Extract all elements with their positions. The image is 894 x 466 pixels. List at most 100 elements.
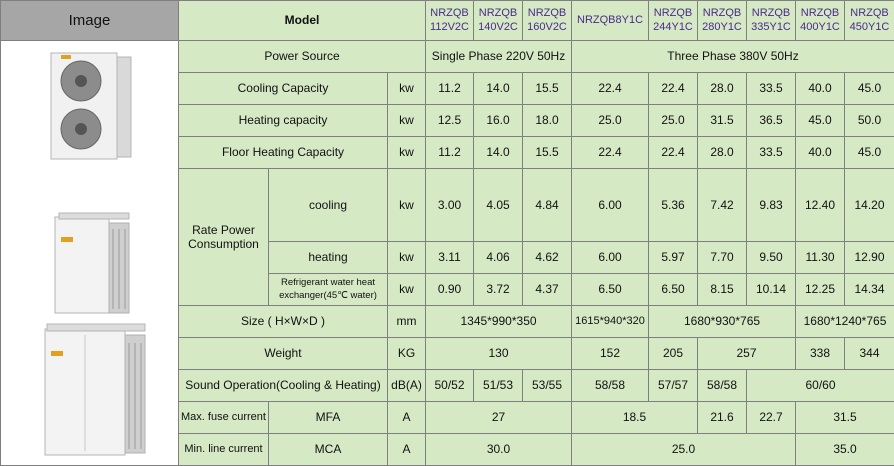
value-cell: 1680*930*765 bbox=[648, 305, 797, 338]
value-cell: 25.0 bbox=[571, 433, 797, 466]
line-label: Min. line current bbox=[178, 433, 269, 466]
value-cell: 5.97 bbox=[648, 241, 699, 274]
value-cell: 22.4 bbox=[648, 136, 699, 169]
value-cell: 4.06 bbox=[473, 241, 524, 274]
unit-cell: A bbox=[386, 401, 427, 434]
size-label: Size ( H×W×D ) bbox=[178, 305, 388, 338]
model-header: Model bbox=[177, 0, 427, 41]
product-images bbox=[0, 40, 179, 466]
image-header: Image bbox=[0, 0, 179, 41]
value-cell: 6.50 bbox=[648, 273, 699, 306]
value-cell: 28.0 bbox=[697, 72, 748, 105]
value-cell: 12.25 bbox=[795, 273, 846, 306]
value-cell: 130 bbox=[425, 337, 573, 370]
value-cell: 58/58 bbox=[571, 369, 650, 402]
value-cell: 45.0 bbox=[844, 72, 894, 105]
value-cell: 9.50 bbox=[746, 241, 797, 274]
value-cell: 152 bbox=[571, 337, 650, 370]
value-cell: 31.5 bbox=[795, 401, 894, 434]
value-cell: 257 bbox=[697, 337, 797, 370]
value-cell: 1615*940*320 bbox=[571, 305, 650, 338]
model-name: NRZQB 244Y1C bbox=[648, 0, 699, 41]
sound-label: Sound Operation(Cooling & Heating) bbox=[178, 369, 388, 402]
power-source-label: Power Source bbox=[177, 40, 427, 73]
value-cell: 1680*1240*765 bbox=[795, 305, 894, 338]
rate-cooling-label: cooling bbox=[268, 168, 388, 242]
value-cell: 4.84 bbox=[522, 168, 573, 242]
value-cell: 11.30 bbox=[795, 241, 846, 274]
value-cell: 27 bbox=[425, 401, 573, 434]
value-cell: 7.70 bbox=[697, 241, 748, 274]
value-cell: 57/57 bbox=[648, 369, 699, 402]
rate-heating-label: heating bbox=[268, 241, 388, 274]
value-cell: 12.5 bbox=[425, 104, 475, 137]
value-cell: 33.5 bbox=[746, 72, 797, 105]
unit-cell: dB(A) bbox=[386, 369, 427, 402]
value-cell: 9.83 bbox=[746, 168, 797, 242]
value-cell: 58/58 bbox=[697, 369, 748, 402]
fuse-label: Max. fuse current bbox=[178, 401, 269, 434]
model-name: NRZQB 160V2C bbox=[522, 0, 573, 41]
value-cell: 31.5 bbox=[697, 104, 748, 137]
unit-cell: kw bbox=[386, 273, 427, 306]
unit-cell: kw bbox=[386, 72, 427, 105]
value-cell: 0.90 bbox=[425, 273, 475, 306]
value-cell: 36.5 bbox=[746, 104, 797, 137]
value-cell: 3.11 bbox=[425, 241, 475, 274]
value-cell: 22.7 bbox=[746, 401, 797, 434]
outdoor-unit-small-image bbox=[50, 52, 132, 160]
cooling-capacity-label: Cooling Capacity bbox=[178, 72, 388, 105]
value-cell: 11.2 bbox=[425, 72, 475, 105]
value-cell: 14.0 bbox=[473, 72, 524, 105]
value-cell: 11.2 bbox=[425, 136, 475, 169]
unit-cell: KG bbox=[386, 337, 427, 370]
value-cell: 344 bbox=[844, 337, 894, 370]
value-cell: 22.4 bbox=[571, 72, 650, 105]
value-cell: 338 bbox=[795, 337, 846, 370]
value-cell: 14.34 bbox=[844, 273, 894, 306]
value-cell: 16.0 bbox=[473, 104, 524, 137]
unit-cell: kw bbox=[386, 104, 427, 137]
model-name: NRZQB 112V2C bbox=[425, 0, 475, 41]
value-cell: 33.5 bbox=[746, 136, 797, 169]
value-cell: 30.0 bbox=[425, 433, 573, 466]
value-cell: 1345*990*350 bbox=[425, 305, 573, 338]
outdoor-unit-large-image bbox=[44, 323, 146, 456]
value-cell: 18.0 bbox=[522, 104, 573, 137]
model-name: NRZQB 450Y1C bbox=[844, 0, 894, 41]
value-cell: 4.37 bbox=[522, 273, 573, 306]
value-cell: 205 bbox=[648, 337, 699, 370]
line-sub-label: MCA bbox=[268, 433, 388, 466]
value-cell: 25.0 bbox=[648, 104, 699, 137]
power-source-single: Single Phase 220V 50Hz bbox=[425, 40, 573, 73]
value-cell: 15.5 bbox=[522, 136, 573, 169]
value-cell: 6.50 bbox=[571, 273, 650, 306]
value-cell: 14.20 bbox=[844, 168, 894, 242]
value-cell: 4.62 bbox=[522, 241, 573, 274]
value-cell: 51/53 bbox=[473, 369, 524, 402]
weight-label: Weight bbox=[178, 337, 388, 370]
rate-refrigerant-label: Refrigerant water heat exchanger(45℃ wat… bbox=[268, 273, 388, 306]
model-name: NRZQB 280Y1C bbox=[697, 0, 748, 41]
value-cell: 60/60 bbox=[746, 369, 894, 402]
value-cell: 8.15 bbox=[697, 273, 748, 306]
value-cell: 21.6 bbox=[697, 401, 748, 434]
value-cell: 45.0 bbox=[795, 104, 846, 137]
value-cell: 50.0 bbox=[844, 104, 894, 137]
value-cell: 53/55 bbox=[522, 369, 573, 402]
power-source-three: Three Phase 380V 50Hz bbox=[571, 40, 894, 73]
value-cell: 35.0 bbox=[795, 433, 894, 466]
value-cell: 6.00 bbox=[571, 241, 650, 274]
value-cell: 40.0 bbox=[795, 72, 846, 105]
unit-cell: A bbox=[386, 433, 427, 466]
value-cell: 15.5 bbox=[522, 72, 573, 105]
unit-cell: kw bbox=[386, 168, 427, 242]
unit-cell: kw bbox=[386, 136, 427, 169]
model-name: NRZQB 140V2C bbox=[473, 0, 524, 41]
value-cell: 25.0 bbox=[571, 104, 650, 137]
value-cell: 5.36 bbox=[648, 168, 699, 242]
value-cell: 12.90 bbox=[844, 241, 894, 274]
unit-cell: mm bbox=[386, 305, 427, 338]
value-cell: 14.0 bbox=[473, 136, 524, 169]
